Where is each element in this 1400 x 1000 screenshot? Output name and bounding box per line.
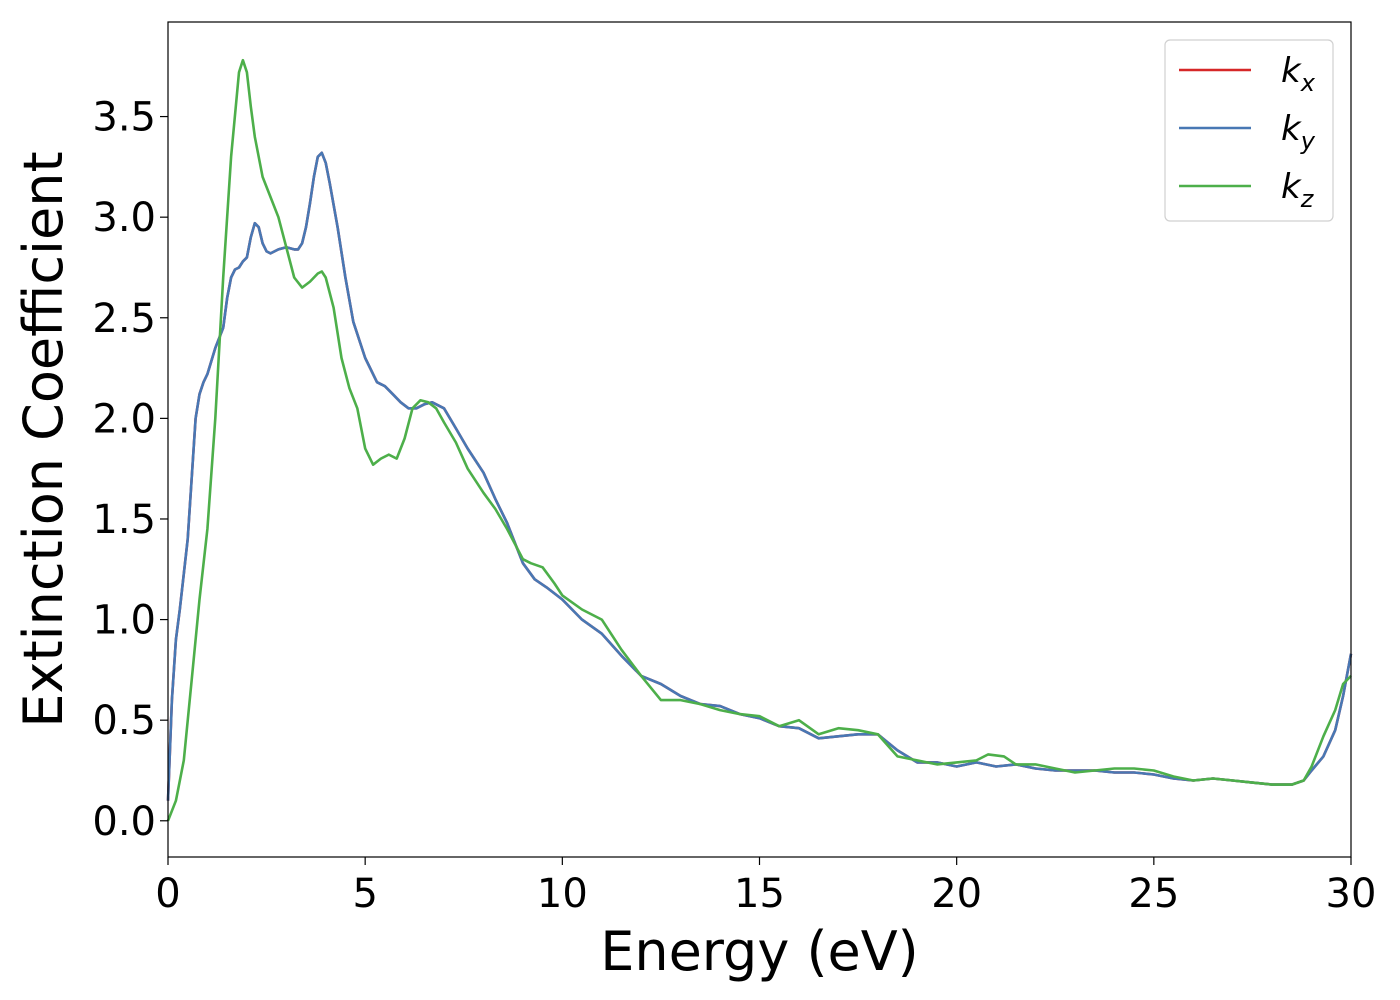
legend-label-kx: kx [1281, 51, 1316, 97]
x-tick-label: 15 [734, 871, 785, 917]
x-axis-label: Energy (eV) [600, 920, 919, 983]
legend-label-ky: ky [1281, 109, 1316, 155]
series-line-kz [166, 58, 1352, 822]
x-tick-label: 30 [1326, 871, 1377, 917]
plot-lines [166, 58, 1353, 822]
y-tick-label: 2.5 [92, 296, 156, 342]
y-tick-label: 1.5 [92, 497, 156, 543]
y-axis: 0.0 0.5 1.0 1.5 2.0 2.5 3.0 3.5 [92, 95, 168, 845]
x-tick-label: 25 [1128, 871, 1179, 917]
y-tick-label: 0.0 [92, 799, 156, 845]
y-tick-label: 3.5 [92, 95, 156, 141]
series-line-ky [166, 151, 1353, 801]
legend-box [1164, 39, 1334, 222]
y-tick-label: 0.5 [92, 698, 156, 744]
legend-label-kz: kz [1281, 167, 1315, 213]
x-tick-label: 0 [155, 871, 180, 917]
x-tick-label: 5 [352, 871, 377, 917]
x-axis: 0 5 10 15 20 25 30 [155, 857, 1376, 917]
x-tick-label: 20 [931, 871, 982, 917]
y-tick-label: 1.0 [92, 598, 156, 644]
y-tick-label: 3.0 [92, 195, 156, 241]
legend: kx ky kz [1164, 39, 1334, 222]
y-tick-label: 2.0 [92, 396, 156, 442]
x-tick-label: 10 [537, 871, 588, 917]
series-line-kx [166, 151, 1353, 801]
y-axis-label: Extinction Coefficient [12, 151, 75, 727]
